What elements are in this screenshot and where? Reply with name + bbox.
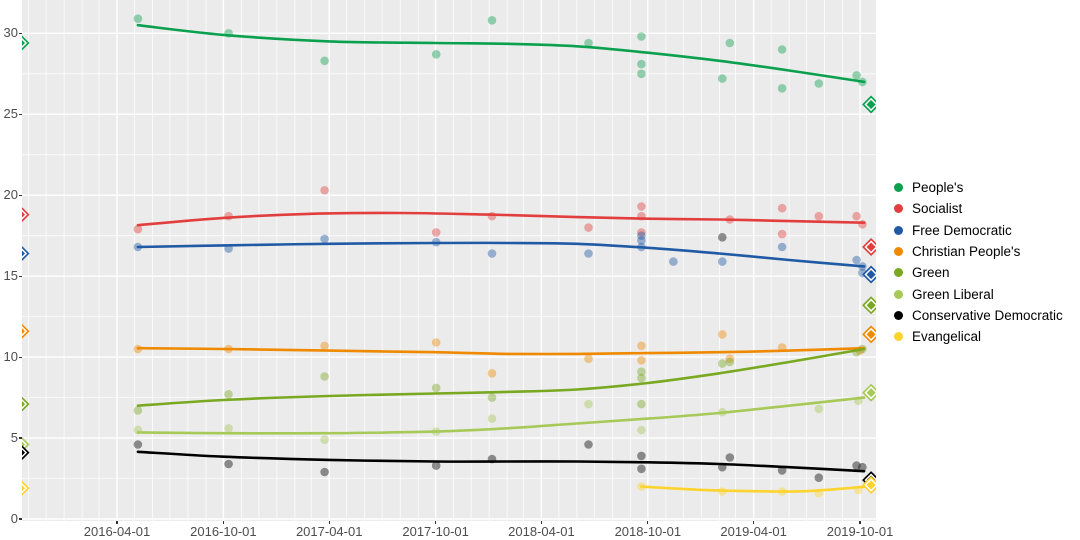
legend-dot-icon [894, 310, 903, 320]
x-tick-label: 2017-04-01 [295, 524, 363, 539]
series-christian-people-s-points [133, 330, 865, 378]
legend-dot-icon [894, 204, 903, 214]
series-green-points [133, 344, 867, 415]
series-people-s-election-diamonds [22, 35, 876, 114]
legend-label: Free Democratic [912, 222, 1012, 238]
x-tick-mark [222, 521, 224, 524]
legend-dot-icon [894, 289, 903, 299]
legend-dot-icon [894, 225, 903, 235]
y-tick-mark [19, 518, 22, 520]
x-tick-label: 2017-10-01 [402, 524, 469, 539]
series-evangelical-trend-line [640, 485, 868, 493]
legend-item-socialist: Socialist [889, 198, 1063, 219]
grid-minor [22, 0, 876, 521]
legend-label: Conservative Democratic [912, 307, 1063, 323]
series-green-liberal-points [133, 396, 863, 445]
plot-panel [22, 0, 876, 521]
legend-label: Green Liberal [912, 286, 994, 302]
y-tick-mark [19, 194, 22, 196]
series-people-s-points [133, 14, 867, 93]
x-tick-mark [753, 521, 755, 524]
series-green-liberal-trend-line [136, 396, 866, 435]
series-socialist-trend-line [136, 211, 866, 227]
series-free-democratic-points [133, 231, 867, 278]
x-tick-label: 2018-04-01 [508, 524, 575, 539]
legend-item-people-s: People's [889, 177, 1063, 198]
series-socialist-points [133, 186, 867, 239]
legend-item-conservative-democratic: Conservative Democratic [889, 305, 1063, 326]
legend-label: Evangelical [912, 329, 982, 345]
legend-dot-icon [894, 183, 903, 193]
legend-item-evangelical: Evangelical [889, 326, 1063, 347]
x-tick-mark [116, 521, 118, 524]
series-green-trend-line [136, 347, 866, 407]
x-tick-label: 2016-10-01 [190, 524, 257, 539]
legend-dot-icon [894, 247, 903, 257]
x-tick-mark [328, 521, 330, 524]
series-conservative-democratic-trend-line [136, 450, 866, 473]
grid-major [22, 0, 876, 521]
x-tick-label: 2016-04-01 [83, 524, 151, 539]
legend-dot-icon [894, 332, 903, 342]
y-tick-label: 20 [3, 187, 18, 203]
y-tick-mark [19, 275, 22, 277]
series-green-election-diamonds [22, 296, 876, 412]
legend-label: Socialist [912, 201, 963, 217]
y-tick-label: 25 [3, 106, 18, 122]
legend-label: Christian People's [912, 244, 1021, 260]
x-tick-mark [647, 521, 649, 524]
legend-item-free-democratic: Free Democratic [889, 220, 1063, 241]
legend-item-green: Green [889, 262, 1063, 283]
x-tick-mark [859, 521, 861, 524]
y-tick-label: 10 [3, 349, 18, 365]
legend-item-christian-people-s: Christian People's [889, 241, 1063, 262]
series-free-democratic-election-diamonds [22, 246, 876, 284]
plot-svg [22, 0, 876, 521]
y-tick-mark [19, 437, 22, 439]
legend-dot-icon [894, 268, 903, 278]
series-evangelical-election-diamonds [22, 476, 876, 496]
series-socialist-election-diamonds [22, 207, 876, 256]
x-tick-label: 2018-10-01 [614, 524, 682, 539]
legend: People's Socialist Free Democratic Christia… [889, 177, 1063, 347]
series-christian-people-s-election-diamonds [22, 323, 876, 344]
y-tick-mark [19, 113, 22, 115]
y-tick-label: 15 [3, 268, 18, 284]
series-people-s-trend-line [136, 23, 866, 84]
legend-item-green-liberal: Green Liberal [889, 283, 1063, 304]
x-tick-label: 2019-04-01 [720, 524, 787, 539]
y-tick-mark [19, 356, 22, 358]
x-tick-label: 2019-10-01 [826, 524, 894, 539]
series-christian-people-s-trend-line [136, 346, 866, 356]
legend-label: Green [912, 265, 950, 281]
x-tick-mark [435, 521, 437, 524]
y-tick-mark [19, 32, 22, 34]
y-tick-label: 5 [10, 430, 18, 446]
series-free-democratic-trend-line [136, 241, 866, 268]
x-tick-mark [540, 521, 543, 524]
legend-label: People's [912, 180, 964, 196]
y-tick-label: 0 [10, 511, 18, 526]
y-tick-label: 30 [3, 25, 18, 41]
